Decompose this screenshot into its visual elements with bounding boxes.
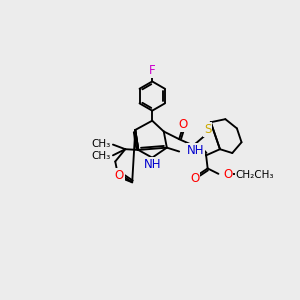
Text: CH₃: CH₃ [185, 147, 205, 157]
Text: F: F [149, 64, 155, 77]
Text: CH₃: CH₃ [92, 139, 111, 149]
Text: CH₃: CH₃ [92, 151, 111, 161]
Text: O: O [223, 168, 232, 181]
Text: CH₂CH₃: CH₂CH₃ [236, 169, 274, 180]
Text: O: O [190, 172, 199, 185]
Text: O: O [178, 118, 188, 131]
Text: S: S [204, 123, 211, 136]
Text: O: O [115, 169, 124, 182]
Text: NH: NH [143, 158, 161, 171]
Text: NH: NH [187, 144, 204, 157]
